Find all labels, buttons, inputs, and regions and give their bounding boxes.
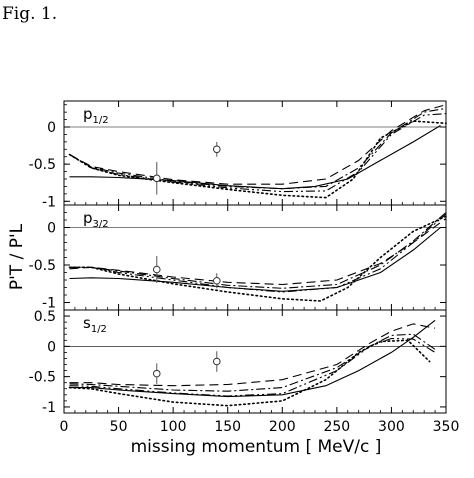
y-tick-label: -1 bbox=[42, 194, 56, 210]
x-tick-label: 150 bbox=[214, 419, 241, 435]
panel-label-subscript: 1/2 bbox=[91, 324, 107, 335]
y-tick-label: 0 bbox=[47, 221, 56, 237]
data-point bbox=[152, 265, 161, 274]
curve-dashdot-2 bbox=[69, 333, 436, 392]
data-point bbox=[213, 276, 221, 285]
x-tick-label: 250 bbox=[323, 419, 350, 435]
data-point bbox=[213, 357, 221, 366]
y-axis-label: P'T / P'L bbox=[7, 223, 27, 290]
x-tick-label: 0 bbox=[60, 419, 69, 435]
panel-label-subscript: 3/2 bbox=[93, 219, 109, 230]
panel-label-main: p bbox=[83, 209, 93, 227]
y-tick-label: 0 bbox=[47, 120, 56, 136]
curve-dashed-1 bbox=[69, 218, 447, 286]
curve-dotted-2 bbox=[68, 339, 431, 407]
panel-label-0: p1/2 bbox=[83, 105, 109, 126]
curve-dashdot-1 bbox=[69, 212, 447, 289]
panel-frame-0 bbox=[63, 100, 447, 206]
x-tick-label: 300 bbox=[378, 419, 405, 435]
panel-frame-2 bbox=[63, 309, 447, 414]
data-point bbox=[152, 174, 161, 183]
curve-dashdotdot-0 bbox=[69, 113, 447, 193]
curve-dashdotdot-2 bbox=[69, 337, 436, 397]
panel-label-main: p bbox=[83, 105, 93, 123]
curve-dashdot-0 bbox=[69, 107, 447, 190]
x-tick-label: 100 bbox=[160, 419, 187, 435]
curve-dashdotdot-1 bbox=[69, 213, 447, 293]
y-tick-label: 0 bbox=[47, 339, 56, 355]
x-tick-label: 350 bbox=[433, 419, 460, 435]
x-tick-label: 200 bbox=[269, 419, 296, 435]
figure-caption: Fig. 1. bbox=[2, 4, 58, 24]
curve-solid-2 bbox=[69, 319, 436, 398]
curve-solid-0 bbox=[69, 125, 441, 190]
curve-solid-1 bbox=[69, 227, 441, 292]
curve-dotted-1 bbox=[68, 215, 447, 302]
data-point bbox=[213, 145, 221, 154]
panel-label-1: p3/2 bbox=[83, 209, 109, 230]
panel-label-subscript: 1/2 bbox=[93, 115, 109, 126]
x-axis-label: missing momentum [ MeV/c ] bbox=[131, 437, 382, 457]
y-tick-label: 0.5 bbox=[34, 309, 56, 325]
data-point bbox=[152, 369, 161, 378]
panel-label-2: s1/2 bbox=[83, 314, 107, 335]
curve-dashed-0 bbox=[69, 104, 447, 185]
y-tick-label: -0.5 bbox=[29, 157, 56, 173]
panel-label-main: s bbox=[83, 314, 91, 332]
curve-dashed-2 bbox=[69, 323, 436, 387]
y-tick-label: -0.5 bbox=[29, 370, 56, 386]
y-tick-label: -1 bbox=[42, 400, 56, 416]
curve-dotted-0 bbox=[68, 120, 447, 199]
y-tick-label: -0.5 bbox=[29, 258, 56, 274]
y-tick-label: -1 bbox=[42, 296, 56, 312]
x-tick-label: 50 bbox=[110, 419, 128, 435]
panel-frame-1 bbox=[63, 204, 447, 311]
